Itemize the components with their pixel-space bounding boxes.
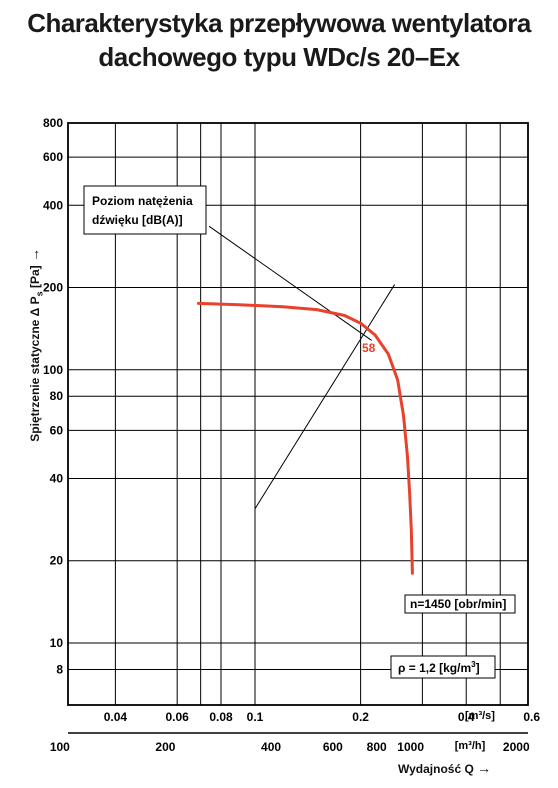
y-tick-label: 80 (50, 389, 64, 403)
x-bottom-tick-label: 200 (155, 740, 175, 754)
x-top-tick-label: 0.06 (165, 710, 189, 724)
y-tick-label: 10 (50, 636, 64, 650)
chart-title-line-1: Charakterystyka przepływowa wentylatora (27, 8, 531, 38)
noise-box-line-2: dźwięku [dB(A)] (92, 213, 183, 227)
x-top-unit: [m³/s] (465, 710, 495, 722)
x-top-tick-label: 0.04 (104, 710, 128, 724)
x-top-tick-labels: 0.04 0.06 0.08 0.1 0.2 0.4 0.6 (104, 710, 541, 724)
reference-lines (208, 225, 396, 510)
y-tick-label: 600 (43, 150, 63, 164)
x-bottom-tick-label: 2000 (503, 740, 530, 754)
y-axis-label-text: Spiętrzenie statyczne Δ P (28, 296, 42, 442)
y-axis-arrow: → (26, 248, 42, 262)
x-axis-arrow: → (477, 760, 492, 776)
chart-title-line-2: dachowego typu WDc/s 20–Ex (98, 42, 460, 72)
chart-title: Charakterystyka przepływowa wentylatora … (0, 6, 558, 74)
density-label: ρ = 1,2 [kg/m3] (398, 660, 480, 675)
noise-box-line-1: Poziom natężenia (92, 194, 193, 208)
y-tick-label: 40 (50, 471, 64, 485)
x-bottom-tick-label: 1000 (397, 740, 424, 754)
noise-value-label: 58 (362, 341, 376, 355)
series-group (197, 301, 414, 575)
y-tick-label: 200 (43, 281, 63, 295)
noise-level-box: Poziom natężenia dźwięku [dB(A)] (83, 185, 207, 235)
y-axis-label-sub: s (34, 291, 45, 297)
speed-label: n=1450 [obr/min] (410, 597, 506, 611)
y-tick-label: 20 (50, 554, 64, 568)
density-label-sup: 3 (471, 660, 476, 669)
y-tick-label: 8 (56, 662, 63, 676)
x-bottom-unit: [m³/h] (455, 740, 486, 752)
x-top-tick-label: 0.6 (523, 710, 540, 724)
x-axis-label: Wydajność Q → (398, 760, 491, 776)
x-top-tick-label: 0.4 (458, 710, 475, 724)
y-tick-label: 100 (43, 363, 63, 377)
noise-leader-line (208, 225, 372, 341)
x-bottom-tick-label: 600 (323, 740, 343, 754)
y-tick-label: 400 (43, 198, 63, 212)
x-bottom-tick-label: 800 (367, 740, 387, 754)
x-bottom-tick-labels: 100 200 400 600 800 1000 2000 (50, 740, 530, 754)
y-tick-labels: 800 600 400 200 100 80 60 40 20 10 8 (43, 116, 63, 676)
y-tick-label: 800 (43, 116, 63, 130)
y-tick-label: 60 (50, 423, 64, 437)
speed-box: n=1450 [obr/min] (404, 594, 516, 614)
y-axis-label: Spiętrzenie statyczne Δ Ps [Pa] → (26, 248, 44, 442)
x-top-tick-label: 0.08 (209, 710, 233, 724)
x-axis-label-text: Wydajność Q (398, 762, 474, 776)
system-curve-line (254, 284, 396, 510)
x-top-tick-label: 0.2 (352, 710, 369, 724)
density-label-suffix: ] (476, 661, 480, 675)
x-bottom-tick-label: 100 (50, 740, 70, 754)
x-top-tick-label: 0.1 (247, 710, 264, 724)
density-box: ρ = 1,2 [kg/m3] (390, 655, 496, 679)
fan-characteristic-curve (197, 301, 414, 575)
y-axis-label-unit: [Pa] (28, 265, 42, 289)
x-bottom-tick-label: 400 (261, 740, 281, 754)
density-label-prefix: ρ = 1,2 [kg/m (398, 661, 471, 675)
